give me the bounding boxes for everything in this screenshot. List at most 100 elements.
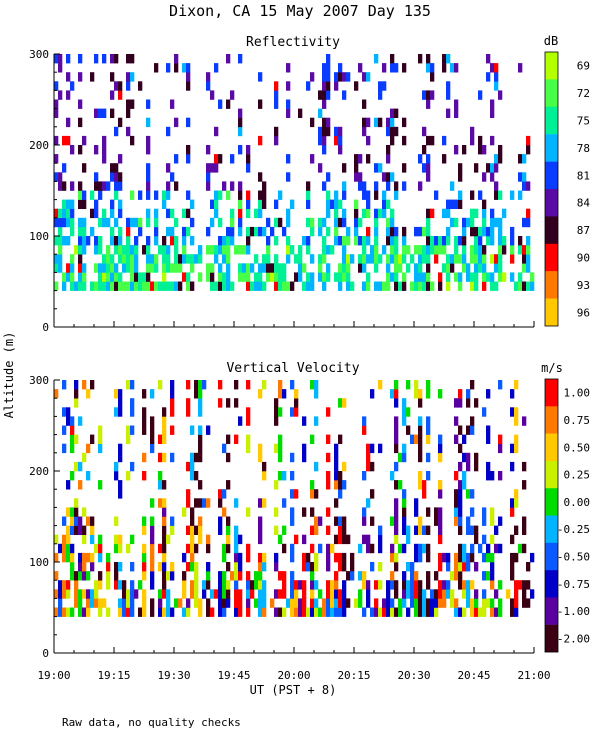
reflectivity-cell	[530, 272, 535, 282]
reflectivity-cell	[146, 135, 151, 146]
vertical-velocity-cell	[90, 525, 95, 535]
vertical-velocity-cell	[514, 416, 519, 426]
vertical-velocity-cell	[426, 525, 431, 535]
vertical-velocity-cell	[426, 507, 431, 517]
vertical-velocity-cell	[98, 552, 103, 563]
reflectivity-cell	[318, 217, 323, 228]
reflectivity-cell	[374, 236, 379, 246]
vertical-velocity-cell	[370, 443, 375, 454]
vertical-velocity-cell	[514, 498, 519, 508]
vertical-velocity-cell	[482, 407, 487, 417]
vertical-velocity-cell	[402, 398, 407, 408]
vertical-velocity-cell	[190, 580, 195, 590]
reflectivity-cell	[422, 272, 427, 282]
reflectivity-cell	[206, 163, 211, 173]
reflectivity-cell	[358, 172, 363, 182]
vertical-velocity-cell	[150, 534, 155, 545]
reflectivity-cell	[146, 163, 151, 173]
vertical-velocity-cell	[462, 562, 467, 572]
reflectivity-cell	[186, 272, 191, 282]
vertical-velocity-cell	[162, 534, 167, 545]
reflectivity-cell	[462, 236, 467, 246]
vertical-velocity-cell	[118, 398, 123, 408]
reflectivity-cell	[58, 172, 63, 182]
reflectivity-cell	[334, 72, 339, 82]
vertical-velocity-cell	[438, 434, 443, 444]
vertical-velocity-cell	[294, 598, 299, 608]
reflectivity-cell	[486, 272, 491, 282]
reflectivity-cell	[306, 190, 311, 200]
reflectivity-cell	[342, 245, 347, 255]
reflectivity-cell	[238, 145, 243, 155]
reflectivity-cell	[118, 272, 123, 282]
vertical-velocity-cell	[282, 498, 287, 508]
reflectivity-cell	[166, 254, 171, 264]
vertical-velocity-cell	[466, 389, 471, 399]
vertical-velocity-cell	[338, 534, 343, 545]
reflectivity-cell	[446, 208, 451, 219]
reflectivity-heatmap	[54, 54, 535, 291]
reflectivity-cell	[238, 54, 243, 64]
vertical-velocity-cell	[458, 389, 463, 399]
reflectivity-cell	[126, 126, 131, 137]
vertical-velocity-cell	[358, 598, 363, 608]
vertical-velocity-cell	[414, 580, 419, 590]
vertical-velocity-cell	[518, 543, 523, 554]
reflectivity-cell	[286, 154, 291, 164]
vertical-velocity-cell	[314, 489, 319, 499]
vertical-velocity-cell	[370, 607, 375, 617]
reflectivity-cell	[498, 236, 503, 246]
vertical-velocity-cell	[522, 461, 527, 472]
reflectivity-cell	[466, 263, 471, 273]
vertical-velocity-cell	[402, 516, 407, 526]
vertical-velocity-cell	[118, 543, 123, 554]
reflectivity-cell	[106, 281, 111, 291]
reflectivity-cell	[246, 226, 251, 237]
reflectivity-cell	[490, 217, 495, 228]
vertical-velocity-cell	[386, 580, 391, 590]
vertical-velocity-cell	[498, 516, 503, 526]
vertical-velocity-cell	[258, 552, 263, 563]
vertical-velocity-cell	[414, 571, 419, 581]
reflectivity-cell	[462, 263, 467, 273]
reflectivity-cell	[454, 236, 459, 246]
vertical-velocity-y-tick-label: 300	[29, 374, 49, 387]
reflectivity-cell	[238, 117, 243, 128]
vertical-velocity-cell	[170, 425, 175, 435]
vertical-velocity-cell	[474, 598, 479, 608]
vertical-velocity-cell	[498, 543, 503, 554]
vertical-velocity-cell	[70, 562, 75, 572]
reflectivity-cell	[362, 99, 367, 109]
vertical-velocity-cell	[302, 443, 307, 454]
vertical-velocity-cell	[342, 589, 347, 599]
vertical-velocity-cell	[170, 607, 175, 617]
reflectivity-cell	[262, 226, 267, 237]
reflectivity-cell	[502, 236, 507, 246]
reflectivity-cell	[510, 226, 515, 237]
reflectivity-cell	[458, 199, 463, 209]
reflectivity-cell	[154, 281, 159, 291]
vertical-velocity-cell	[274, 416, 279, 426]
vertical-velocity-cell	[434, 571, 439, 581]
reflectivity-cell	[374, 245, 379, 255]
reflectivity-cell	[474, 245, 479, 255]
vertical-velocity-cell	[334, 589, 339, 599]
reflectivity-cell	[146, 181, 151, 191]
reflectivity-cell	[346, 272, 351, 282]
reflectivity-cell	[214, 199, 219, 209]
reflectivity-cell	[246, 272, 251, 282]
vertical-velocity-cell	[294, 580, 299, 590]
vertical-velocity-cell	[74, 571, 79, 581]
reflectivity-cell	[462, 254, 467, 264]
vertical-velocity-cell	[74, 525, 79, 535]
vertical-velocity-cell	[258, 534, 263, 545]
reflectivity-cell	[442, 63, 447, 73]
vertical-velocity-cell	[458, 580, 463, 590]
reflectivity-cell	[374, 281, 379, 291]
reflectivity-cell	[118, 208, 123, 219]
vertical-velocity-cell	[490, 534, 495, 545]
vertical-velocity-cell	[162, 543, 167, 554]
reflectivity-cell	[238, 126, 243, 137]
reflectivity-cell	[478, 254, 483, 264]
reflectivity-colorbar-segment	[545, 271, 558, 299]
